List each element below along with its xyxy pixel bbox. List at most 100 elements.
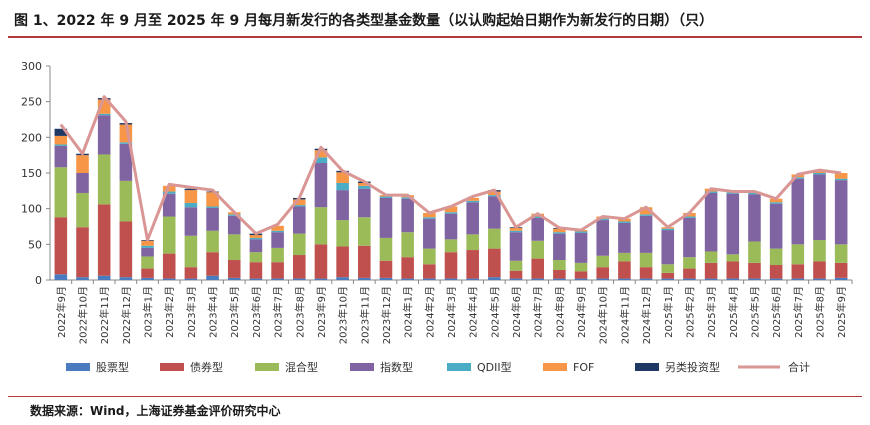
x-tick-label: 2023年1月 (142, 286, 155, 338)
legend-swatch (350, 363, 374, 371)
bar-segment (119, 221, 133, 278)
bar-segment (423, 264, 436, 279)
bar-segment (162, 191, 176, 194)
bar-segment (206, 275, 219, 280)
bar-segment (401, 278, 414, 280)
bar-segment (488, 228, 501, 249)
bar-segment (97, 204, 111, 276)
bar-segment (119, 142, 133, 144)
bar-segment (704, 192, 718, 252)
bar-segment (401, 198, 414, 233)
x-tick-label: 2023年5月 (228, 286, 241, 338)
x-tick-label: 2023年9月 (315, 286, 328, 338)
legend-swatch (635, 363, 659, 371)
bar-segment (639, 252, 653, 268)
bar-segment (97, 154, 111, 205)
bar-segment (488, 277, 501, 280)
y-tick-label: 150 (21, 167, 42, 180)
bar-segment (444, 278, 458, 280)
bar-segment (292, 278, 306, 280)
line-layer (59, 95, 842, 242)
bar-segment (834, 173, 848, 179)
bar-segment (704, 278, 718, 280)
bar-segment (683, 212, 696, 217)
x-tick-label: 2024年10月 (597, 286, 610, 344)
bar-segment (769, 198, 783, 203)
bar-segment (76, 173, 89, 193)
bar-segment (141, 245, 154, 248)
x-tick-label: 2024年11月 (618, 286, 631, 344)
bar-segment (553, 228, 566, 233)
total-line (59, 95, 842, 242)
bar-segment (813, 173, 826, 175)
bar-segment (683, 216, 696, 218)
bar-segment (54, 135, 68, 145)
bar-segment (379, 197, 393, 238)
bar-segment (292, 255, 306, 279)
legend-label: 股票型 (96, 360, 129, 374)
bar-segment (791, 177, 805, 179)
bar-segment (423, 212, 436, 218)
bar-segment (748, 278, 761, 280)
x-tick-label: 2024年5月 (488, 286, 501, 338)
y-tick-label: 100 (21, 203, 42, 216)
y-tick-label: 300 (21, 60, 42, 73)
bar-segment (574, 232, 588, 263)
x-tick-label: 2025年8月 (813, 286, 826, 338)
bar-segment (314, 244, 328, 279)
bar-segment (509, 230, 523, 233)
bar-segment (748, 194, 761, 242)
x-tick-label: 2024年1月 (402, 286, 415, 338)
bar-segment (661, 230, 675, 265)
bar-segment (813, 240, 826, 262)
bar-segment (726, 254, 740, 262)
bar-segment (683, 217, 696, 258)
bar-segment (553, 278, 566, 280)
bar-segment (596, 267, 610, 279)
legend-label: 合计 (788, 360, 810, 374)
bar-segment (292, 199, 306, 206)
bar-segment (748, 192, 761, 195)
bar-segment (76, 192, 89, 228)
y-tick-label: 50 (28, 238, 42, 251)
bar-segment (813, 261, 826, 279)
bar-segment (314, 163, 328, 208)
bar-segment (769, 203, 783, 249)
bar-layer (54, 98, 848, 280)
bar-segment (791, 264, 805, 279)
bar-segment (683, 257, 696, 269)
bar-segment (401, 232, 414, 258)
x-tick-label: 2024年9月 (575, 286, 588, 338)
bar-segment (509, 270, 523, 279)
bar-segment (618, 278, 631, 280)
legend-label: 另类投资型 (665, 360, 720, 374)
bar-segment (423, 278, 436, 280)
chart-title: 图 1、2022 年 9 月至 2025 年 9 月每月新发行的各类型基金数量（… (14, 13, 714, 29)
bar-segment (618, 222, 631, 253)
axis-layer: 0 50 100 150 200 250 300 2022年9月 2022年10月 2022年11… (21, 60, 853, 344)
bar-segment (683, 278, 696, 280)
bar-segment (184, 190, 198, 203)
x-tick-label: 2024年12月 (640, 286, 653, 344)
bar-segment (97, 113, 111, 116)
bar-segment (54, 167, 68, 218)
bar-segment (553, 232, 566, 234)
bar-segment (206, 206, 219, 208)
bar-segment (509, 260, 523, 271)
x-tick-label: 2025年5月 (748, 286, 761, 338)
data-source: 数据来源：Wind，上海证券基金评价研究中心 (30, 404, 281, 418)
x-tick-label: 2024年7月 (532, 286, 545, 338)
bar-segment (271, 230, 284, 233)
bar-segment (358, 277, 371, 280)
bar-segment (596, 218, 610, 221)
x-tick-label: 2023年10月 (337, 286, 350, 344)
legend-swatch (66, 363, 90, 371)
y-tick-label: 0 (35, 274, 42, 287)
bar-segment (119, 277, 133, 280)
bar-segment (574, 271, 588, 279)
bar-segment (553, 270, 566, 279)
x-tick-label: 2024年6月 (510, 286, 523, 338)
bar-segment (423, 248, 436, 265)
legend-label: 指数型 (380, 360, 413, 374)
x-tick-label: 2025年4月 (727, 286, 740, 338)
